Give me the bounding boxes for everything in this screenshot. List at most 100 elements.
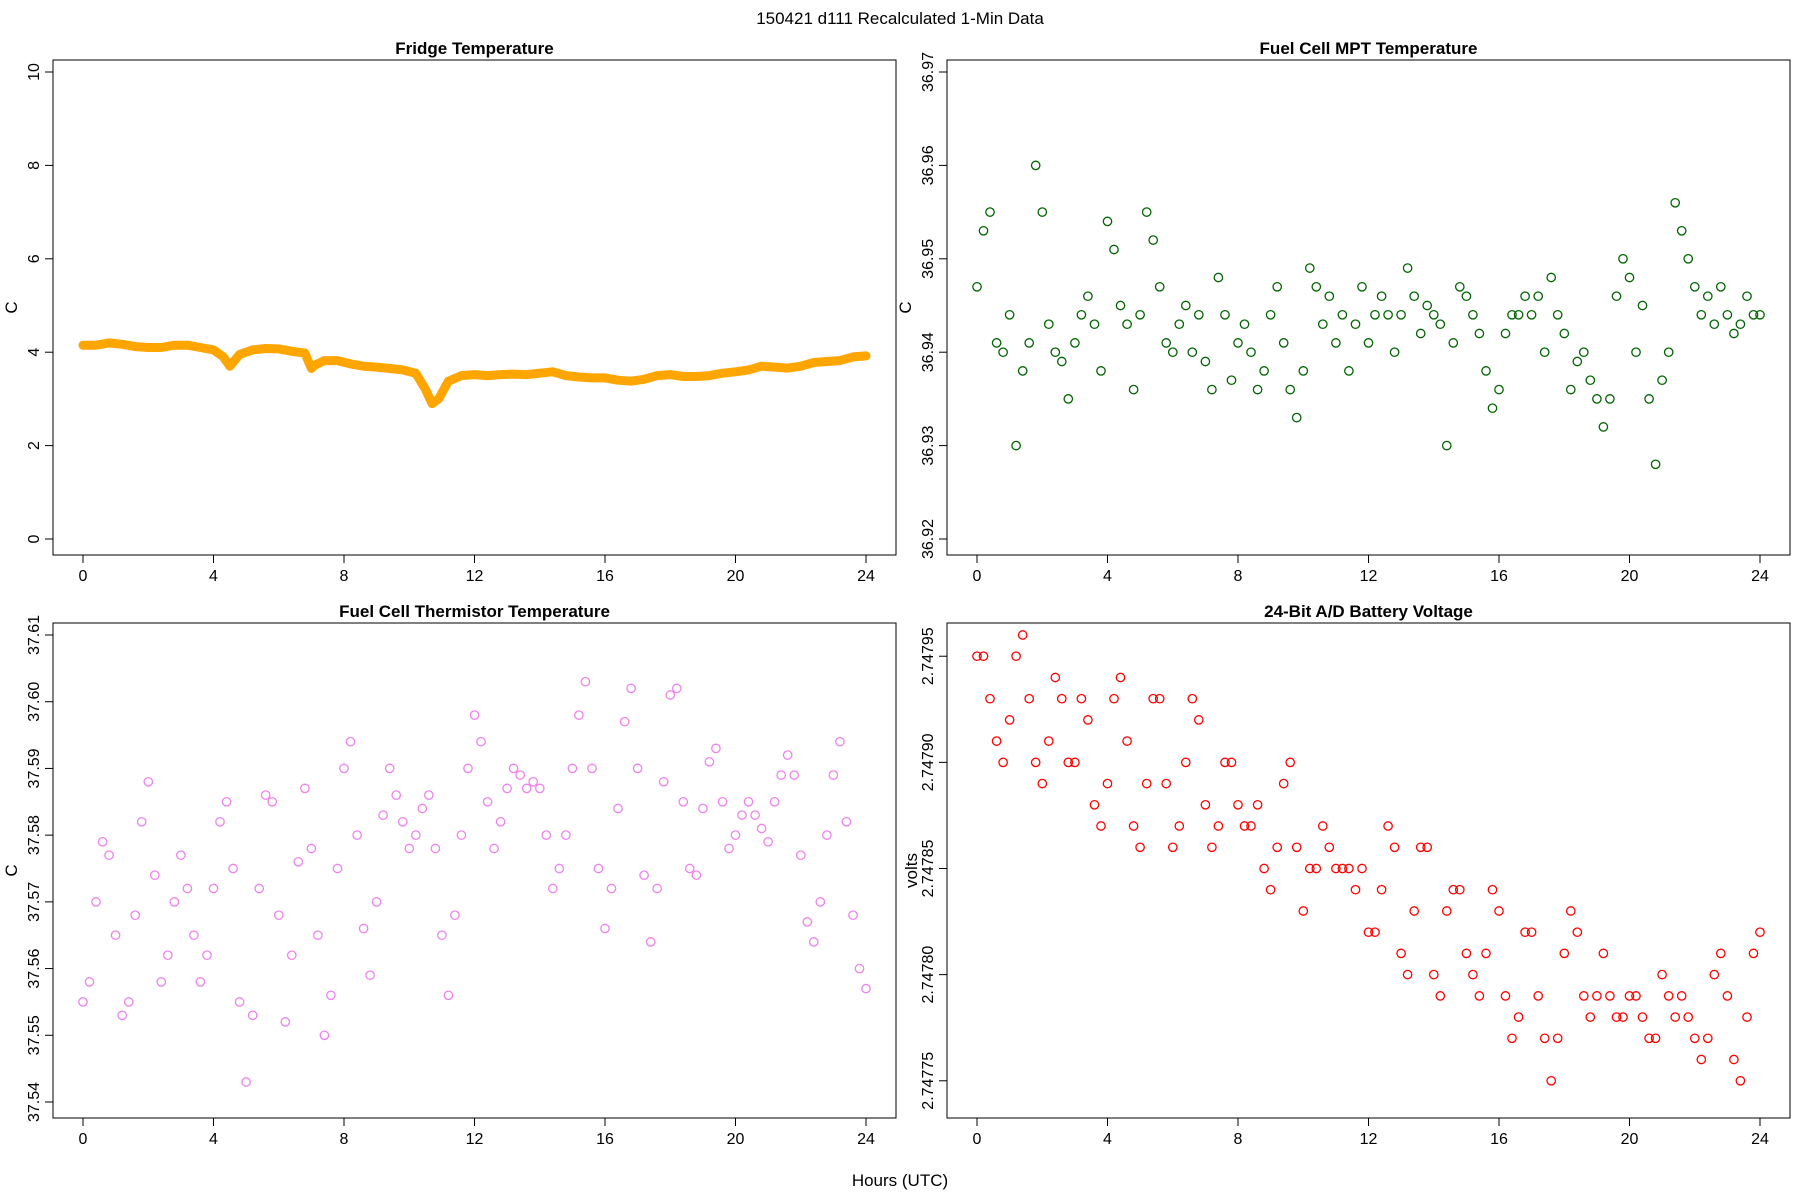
thermistor-xtick-label: 16 — [596, 1131, 614, 1148]
battery-point — [1135, 842, 1145, 853]
thermistor-point — [345, 736, 356, 747]
mpt-point — [1265, 309, 1276, 320]
battery-point — [1565, 906, 1576, 916]
mpt-point — [1389, 347, 1400, 358]
mpt-point — [1141, 207, 1152, 217]
thermistor-point — [313, 930, 323, 941]
battery-point — [1709, 969, 1720, 980]
thermistor-point — [300, 783, 310, 794]
thermistor-ytick-label: 37.58 — [26, 815, 43, 855]
mpt-point — [1565, 384, 1576, 395]
mpt-point — [1415, 328, 1426, 339]
battery-point — [1304, 863, 1315, 874]
battery-point — [1611, 1012, 1622, 1022]
battery-point — [1278, 778, 1289, 789]
thermistor-point — [802, 917, 813, 927]
thermistor-point — [241, 1077, 251, 1087]
thermistor-xtick-label: 20 — [727, 1131, 745, 1148]
thermistor-point — [600, 923, 610, 934]
battery-point — [1676, 991, 1687, 1001]
mpt-point — [1291, 412, 1302, 423]
battery-point — [1037, 778, 1048, 789]
battery-ytick-label: 2.74785 — [920, 839, 937, 897]
mpt-ytick-label: 36.96 — [920, 145, 937, 185]
thermistor-point — [698, 803, 708, 814]
battery-point — [1683, 1012, 1694, 1022]
battery-point — [1115, 672, 1126, 683]
battery-point — [998, 757, 1008, 768]
battery-ytick-label: 2.74780 — [920, 946, 937, 1004]
mpt-point — [1468, 309, 1478, 320]
thermistor-xtick-label: 0 — [79, 1131, 88, 1148]
mpt-point — [1559, 328, 1570, 339]
mpt-point — [1317, 319, 1328, 330]
mpt-point — [1063, 394, 1074, 404]
battery-point — [1735, 1075, 1746, 1086]
mpt-xtick-label: 16 — [1490, 568, 1508, 585]
thermistor-point — [326, 990, 336, 1001]
thermistor-point — [593, 863, 604, 874]
mpt-point — [1409, 291, 1420, 302]
thermistor-point — [143, 776, 154, 787]
battery-point — [1154, 693, 1165, 704]
thermistor-point — [234, 997, 245, 1007]
battery-point — [1337, 863, 1348, 874]
thermistor-point — [737, 810, 747, 820]
fridge-ytick-label: 6 — [26, 254, 43, 263]
thermistor-point — [136, 816, 147, 827]
mpt-point — [1246, 347, 1256, 358]
mpt-point — [1624, 272, 1635, 283]
battery-ytick-label: 2.74790 — [920, 733, 937, 791]
mpt-point — [1187, 347, 1198, 358]
battery-title: 24-Bit A/D Battery Voltage — [1264, 602, 1473, 621]
figure-title: 150421 d111 Recalculated 1-Min Data — [756, 9, 1044, 28]
mpt-xtick-label: 8 — [1234, 568, 1243, 585]
battery-plot-frame — [946, 622, 1791, 1119]
battery-point — [1233, 799, 1243, 810]
mpt-point — [1344, 366, 1354, 376]
mpt-point — [1657, 375, 1667, 386]
thermistor-point — [782, 750, 793, 760]
thermistor-xtick-label: 8 — [340, 1131, 349, 1148]
fridge-ytick-label: 8 — [26, 161, 43, 170]
fridge-xtick-label: 4 — [209, 568, 218, 585]
battery-point — [1370, 927, 1380, 938]
thermistor-point — [267, 796, 278, 807]
panel-fuel-cell-mpt-temperature: Fuel Cell MPT Temperature 0 4 8 12 16 20 24 36.9… — [896, 39, 1791, 585]
thermistor-point — [561, 830, 571, 840]
mpt-point — [978, 225, 989, 236]
panel-battery-voltage: 24-Bit A/D Battery Voltage 0 4 8 12 16 20 24 2.7… — [902, 602, 1791, 1148]
mpt-point — [1683, 253, 1694, 264]
mpt-point — [1167, 347, 1178, 358]
thermistor-point — [430, 843, 441, 854]
battery-point — [1448, 884, 1459, 895]
battery-point — [1552, 1033, 1563, 1044]
mpt-point — [1461, 291, 1472, 302]
thermistor-point — [463, 763, 473, 774]
thermistor-point — [632, 763, 643, 774]
battery-point — [1376, 884, 1387, 895]
battery-point — [1030, 757, 1041, 768]
mpt-point — [1585, 375, 1596, 386]
thermistor-point — [319, 1030, 330, 1041]
thermistor-point — [397, 816, 408, 827]
fridge-ytick-label: 10 — [26, 63, 43, 81]
thermistor-point — [162, 950, 173, 961]
thermistor-point — [280, 1017, 291, 1027]
thermistor-point — [286, 950, 297, 961]
mpt-ytick-label: 36.93 — [920, 425, 937, 465]
mpt-point — [1605, 394, 1615, 404]
thermistor-point — [508, 763, 519, 774]
battery-point — [1083, 715, 1093, 725]
battery-point — [1383, 821, 1393, 831]
battery-point — [1748, 948, 1759, 959]
mpt-point — [1454, 281, 1465, 292]
mpt-point — [1611, 291, 1622, 302]
thermistor-point — [658, 776, 669, 787]
battery-point — [1454, 884, 1465, 895]
thermistor-point — [613, 803, 623, 814]
battery-point — [1220, 757, 1230, 768]
mpt-point — [1709, 319, 1720, 330]
mpt-point — [1481, 366, 1491, 376]
thermistor-point — [352, 830, 362, 840]
